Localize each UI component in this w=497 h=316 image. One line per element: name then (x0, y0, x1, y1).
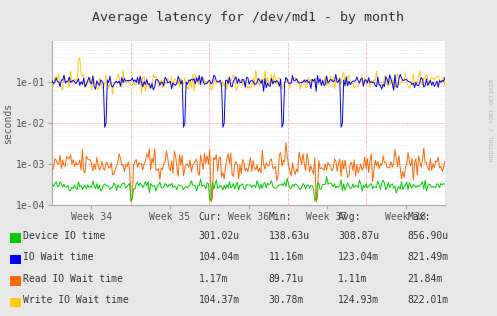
Text: 822.01m: 822.01m (408, 295, 449, 305)
Text: Cur:: Cur: (199, 212, 222, 222)
Text: 821.49m: 821.49m (408, 252, 449, 262)
Text: 301.02u: 301.02u (199, 231, 240, 240)
Text: 11.16m: 11.16m (268, 252, 304, 262)
Text: 308.87u: 308.87u (338, 231, 379, 240)
Text: Read IO Wait time: Read IO Wait time (23, 274, 123, 283)
Text: 123.04m: 123.04m (338, 252, 379, 262)
Text: 138.63u: 138.63u (268, 231, 310, 240)
Text: Min:: Min: (268, 212, 292, 222)
Text: 1.17m: 1.17m (199, 274, 228, 283)
Text: Avg:: Avg: (338, 212, 361, 222)
Text: RRDTOOL / TOBI OETIKER: RRDTOOL / TOBI OETIKER (490, 79, 495, 161)
Text: Write IO Wait time: Write IO Wait time (23, 295, 129, 305)
Text: 124.93m: 124.93m (338, 295, 379, 305)
Text: IO Wait time: IO Wait time (23, 252, 94, 262)
Text: Device IO time: Device IO time (23, 231, 105, 240)
Text: 1.11m: 1.11m (338, 274, 367, 283)
Text: 104.37m: 104.37m (199, 295, 240, 305)
Text: 89.71u: 89.71u (268, 274, 304, 283)
Text: Max:: Max: (408, 212, 431, 222)
Text: Average latency for /dev/md1 - by month: Average latency for /dev/md1 - by month (92, 11, 405, 24)
Text: 856.90u: 856.90u (408, 231, 449, 240)
Text: 21.84m: 21.84m (408, 274, 443, 283)
Text: 30.78m: 30.78m (268, 295, 304, 305)
Text: 104.04m: 104.04m (199, 252, 240, 262)
Y-axis label: seconds: seconds (3, 103, 13, 144)
